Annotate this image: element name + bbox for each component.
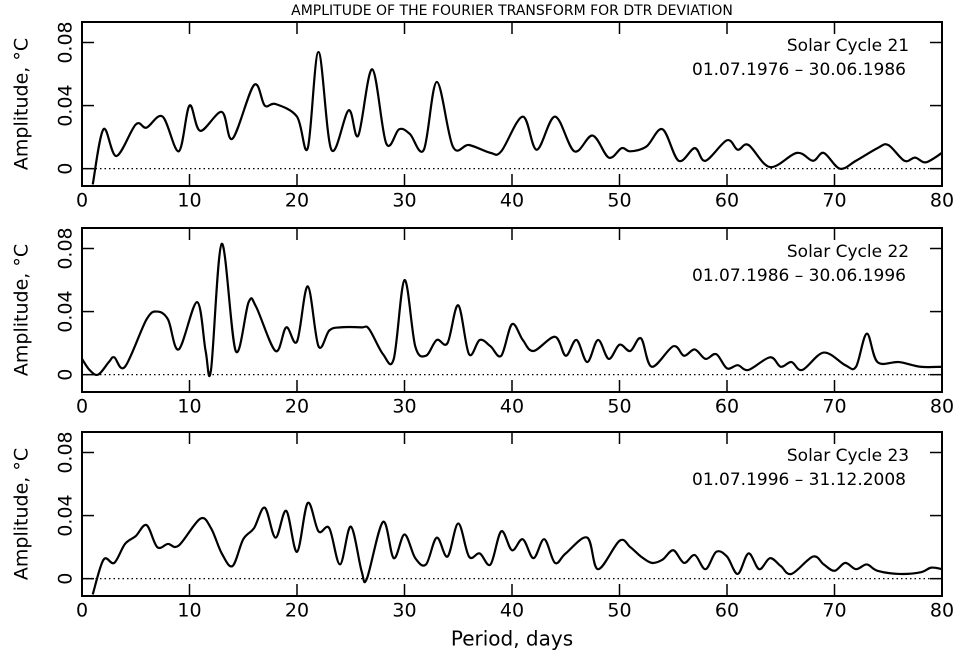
x-tick-label: 70 bbox=[822, 396, 846, 418]
plot-frame bbox=[81, 431, 943, 597]
x-axis-label: Period, days bbox=[451, 627, 573, 651]
x-tick-label: 20 bbox=[285, 190, 309, 212]
y-axis-label: Amplitude, °C bbox=[11, 38, 33, 170]
x-tick-label: 20 bbox=[285, 600, 309, 622]
x-tick-label: 10 bbox=[177, 600, 201, 622]
annotation: Solar Cycle 21 bbox=[787, 36, 909, 56]
x-tick-label: 50 bbox=[607, 190, 631, 212]
x-tick-label: 40 bbox=[500, 600, 524, 622]
x-tick-label: 40 bbox=[500, 190, 524, 212]
y-tick-label: 0 bbox=[55, 369, 77, 381]
amplitude-line bbox=[82, 242, 942, 378]
plot-frame bbox=[81, 21, 943, 187]
annotation: Solar Cycle 23 bbox=[787, 446, 909, 466]
x-tick-label: 70 bbox=[822, 600, 846, 622]
annotation: 01.07.1976 – 30.06.1986 bbox=[692, 60, 906, 80]
y-tick-label: 0 bbox=[55, 573, 77, 585]
amplitude-line bbox=[91, 50, 942, 185]
annotation: 01.07.1996 – 31.12.2008 bbox=[692, 470, 906, 490]
y-tick-label: 0.08 bbox=[55, 431, 77, 473]
x-tick-label: 60 bbox=[715, 600, 739, 622]
x-tick-label: 0 bbox=[76, 600, 88, 622]
x-tick-label: 0 bbox=[76, 190, 88, 212]
x-tick-label: 80 bbox=[930, 600, 954, 622]
annotation: Solar Cycle 22 bbox=[787, 242, 909, 262]
x-tick-label: 30 bbox=[392, 396, 416, 418]
x-tick-label: 40 bbox=[500, 396, 524, 418]
x-tick-label: 70 bbox=[822, 190, 846, 212]
x-tick-label: 30 bbox=[392, 600, 416, 622]
annotation: 01.07.1986 – 30.06.1996 bbox=[692, 266, 906, 286]
x-tick-label: 10 bbox=[177, 190, 201, 212]
y-tick-label: 0.08 bbox=[55, 227, 77, 269]
x-tick-label: 60 bbox=[715, 396, 739, 418]
y-tick-label: 0.04 bbox=[55, 494, 77, 536]
amplitude-line bbox=[91, 501, 942, 595]
y-tick-label: 0.04 bbox=[55, 290, 77, 332]
x-tick-label: 30 bbox=[392, 190, 416, 212]
chart-title: AMPLITUDE OF THE FOURIER TRANSFORM FOR D… bbox=[291, 3, 733, 19]
y-axis-label: Amplitude, °C bbox=[11, 244, 33, 376]
y-tick-label: 0.04 bbox=[55, 84, 77, 126]
y-tick-label: 0 bbox=[55, 163, 77, 175]
x-tick-label: 50 bbox=[607, 600, 631, 622]
y-tick-label: 0.08 bbox=[55, 21, 77, 63]
x-tick-label: 10 bbox=[177, 396, 201, 418]
x-tick-label: 0 bbox=[76, 396, 88, 418]
x-tick-label: 80 bbox=[930, 396, 954, 418]
y-axis-label: Amplitude, °C bbox=[11, 448, 33, 580]
x-tick-label: 80 bbox=[930, 190, 954, 212]
plot-frame bbox=[81, 227, 943, 393]
x-tick-label: 50 bbox=[607, 396, 631, 418]
x-tick-label: 60 bbox=[715, 190, 739, 212]
x-tick-label: 20 bbox=[285, 396, 309, 418]
